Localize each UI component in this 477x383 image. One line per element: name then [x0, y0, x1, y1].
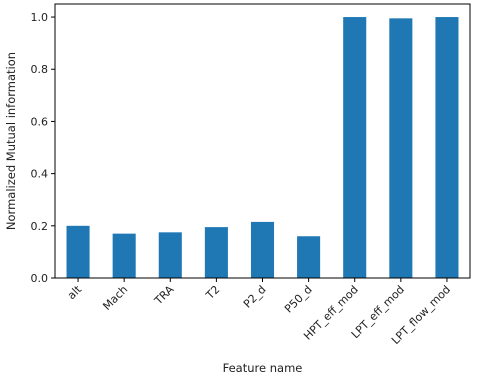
plot-frame [54, 3, 471, 279]
bar-hpt-eff-mod [343, 17, 367, 279]
y-tick-label: 0.4 [31, 168, 49, 181]
bar-alt [66, 225, 90, 278]
bar-mach [112, 233, 136, 278]
bar-t2 [204, 227, 228, 278]
x-tick-label: TRA [151, 283, 176, 308]
y-tick-label: 0.2 [31, 220, 49, 233]
y-axis-label: Normalized Mutual information [4, 52, 18, 230]
y-tick-label: 0.8 [31, 63, 49, 76]
bar-tra [158, 232, 182, 278]
bars-group [66, 17, 459, 279]
x-tick-label: P2_d [241, 283, 269, 311]
x-tick-label: alt [65, 282, 85, 302]
x-tick-label: T2 [203, 283, 223, 303]
y-tick-label: 1.0 [31, 11, 49, 24]
x-axis-label: Feature name [223, 361, 303, 375]
x-tick-label: Mach [100, 283, 130, 313]
x-tick-label: P50_d [282, 283, 315, 316]
y-axis-ticks: 0.0 0.2 0.4 0.6 0.8 1.0 [31, 11, 55, 285]
bar-lpt-flow-mod [435, 17, 459, 279]
y-tick-label: 0.6 [31, 115, 49, 128]
bar-p50-d [297, 236, 321, 278]
x-axis-ticks: alt Mach TRA T2 P2_d P50_dHPT_eff_modLPT_eff_… [65, 278, 453, 347]
axes-frame [54, 3, 471, 279]
y-tick-label: 0.0 [31, 272, 49, 285]
bar-lpt-eff-mod [389, 18, 413, 278]
bar-p2-d [250, 221, 275, 278]
